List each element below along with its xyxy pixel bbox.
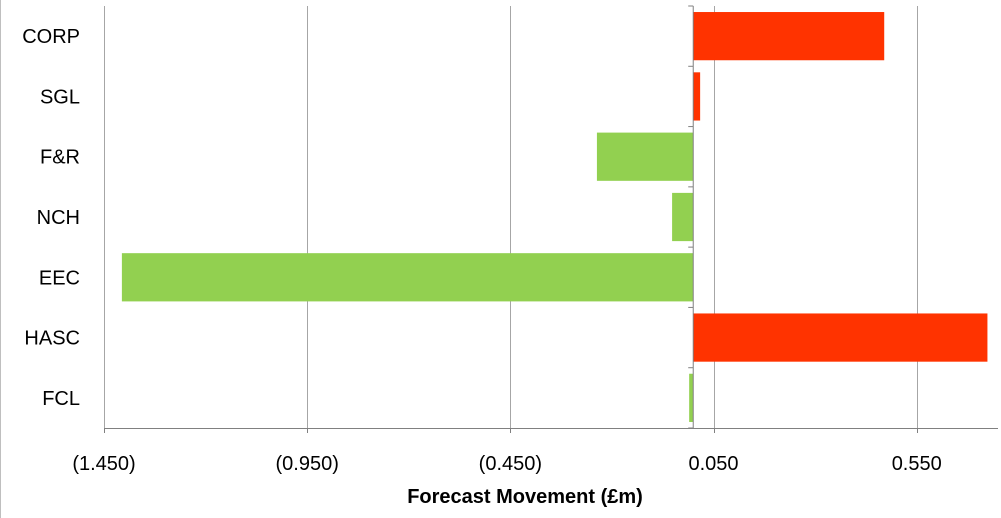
bar-fcl <box>689 373 694 422</box>
bar-f-r <box>596 132 694 181</box>
axes <box>104 5 998 433</box>
x-tick-label: 0.050 <box>689 453 739 475</box>
labels: (1.450) (0.950) (0.450) 0.050 0.550 CORP SGL F&… <box>22 26 942 475</box>
bars <box>121 12 988 422</box>
category-label: SGL <box>40 86 80 108</box>
gridlines <box>104 6 918 428</box>
category-label: F&R <box>40 147 80 169</box>
category-label: CORP <box>22 26 80 48</box>
category-label: NCH <box>37 207 80 229</box>
x-tick-label: 0.550 <box>892 453 942 475</box>
bar-corp <box>693 12 885 61</box>
category-label: HASC <box>24 328 80 350</box>
bar-sgl <box>693 72 701 121</box>
bar-nch <box>672 192 694 242</box>
x-tick-label: (1.450) <box>72 453 135 475</box>
bar-eec <box>121 253 694 302</box>
image-left-border <box>0 0 1 518</box>
x-tick-label: (0.450) <box>479 453 542 475</box>
category-label: FCL <box>42 388 80 410</box>
category-label: EEC <box>39 267 80 289</box>
x-axis-title: Forecast Movement (£m) <box>407 486 643 508</box>
x-tick-label: (0.950) <box>275 453 338 475</box>
bar-hasc <box>693 313 988 362</box>
